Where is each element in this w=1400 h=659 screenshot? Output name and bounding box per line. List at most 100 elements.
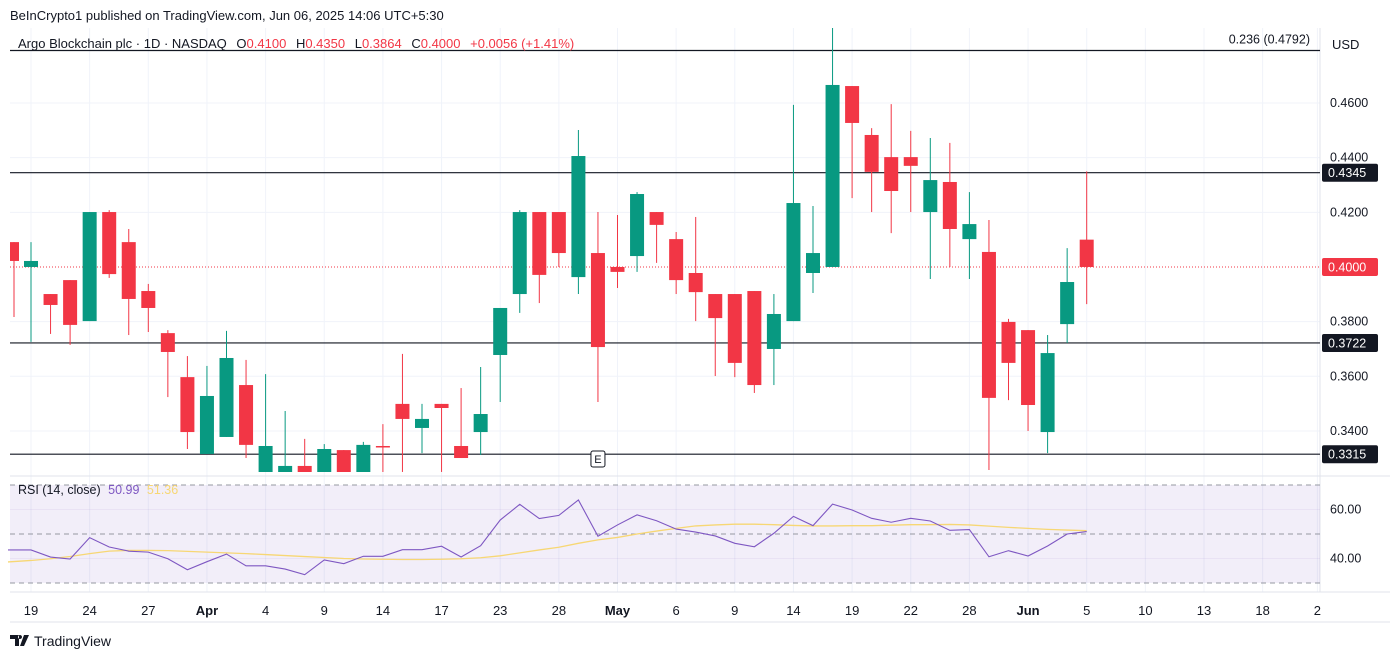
time-tick-label: 22 [904, 603, 918, 618]
time-tick-label: 6 [673, 603, 680, 618]
candle-body [317, 448, 332, 472]
candle-body [864, 134, 879, 172]
candle-body [1060, 282, 1075, 325]
candle-body [1079, 239, 1094, 267]
time-tick-label: 23 [493, 603, 507, 618]
candle-body [688, 272, 703, 293]
candle-body [942, 181, 957, 229]
earnings-marker-label: E [594, 454, 601, 466]
candle-body [199, 395, 214, 454]
candle-body [747, 291, 762, 386]
candle-body [395, 403, 410, 419]
candle-body [10, 242, 19, 261]
candle-body [766, 313, 781, 349]
candle-body [532, 212, 547, 275]
candle-body [649, 212, 664, 225]
candle-body [160, 333, 175, 352]
price-tick-label: 0.4200 [1330, 205, 1368, 219]
earnings-marker [590, 450, 606, 468]
time-tick-label: 14 [376, 603, 390, 618]
level-price-badge [1322, 333, 1378, 352]
candle-body [571, 156, 586, 278]
price-tick-label: 0.4600 [1330, 96, 1368, 110]
legend-line: Argo Blockchain plc · 1D · NASDAQ O0.410… [18, 36, 574, 51]
time-tick-label: 2 [1314, 603, 1321, 618]
candle-body [708, 294, 723, 319]
price-tick-label: 0.3600 [1330, 369, 1368, 383]
time-tick-label: May [605, 603, 631, 618]
candle-body [981, 251, 996, 398]
candle-body [375, 445, 390, 448]
candle-body [454, 445, 469, 459]
level-price-badge [1322, 445, 1378, 464]
tradingview-logo-icon [10, 635, 29, 646]
candle-body [297, 465, 312, 472]
level-price-label: 0.3722 [1328, 336, 1366, 350]
time-tick-label: 5 [1083, 603, 1090, 618]
time-tick-label: Apr [196, 603, 218, 618]
candle-body [590, 253, 605, 348]
rsi-pane [10, 484, 1320, 584]
time-tick-label: 9 [731, 603, 738, 618]
level-label: 0.236 (0.4792) [1229, 33, 1310, 47]
candle-body [845, 86, 860, 123]
rsi-tick-label: 40.00 [1330, 552, 1361, 566]
candle-body [610, 266, 625, 272]
level-price-badge [1322, 163, 1378, 182]
candles: E [10, 28, 1094, 472]
candle-body [1021, 330, 1036, 405]
candle-body [473, 414, 488, 433]
price-tick-label: 0.4400 [1330, 151, 1368, 165]
rsi-line [8, 499, 1087, 576]
candle-body [962, 224, 977, 240]
candle-body [669, 239, 684, 281]
candle-body [903, 157, 918, 166]
current-price-badge [1322, 257, 1378, 276]
candle-body [121, 242, 136, 299]
time-tick-label: 9 [321, 603, 328, 618]
axes: 0.4600 0.4400 0.4200 0.3800 0.3600 0.3400 60.0… [24, 96, 1378, 618]
time-tick-label: 10 [1138, 603, 1152, 618]
candle-body [102, 212, 117, 275]
candle-body [825, 84, 840, 267]
candle-body [630, 194, 645, 257]
rsi-band-fill [10, 485, 1320, 583]
candle-body [239, 385, 254, 445]
candle-body [434, 403, 449, 409]
candle-body [1040, 353, 1055, 433]
candle-body [63, 280, 78, 325]
candle-body [278, 465, 293, 472]
rsi-tick-label: 60.00 [1330, 503, 1361, 517]
symbol-name: Argo Blockchain plc · 1D · NASDAQ [18, 36, 227, 51]
candle-body [356, 444, 371, 472]
candle-body [258, 445, 273, 472]
tradingview-logo: TradingView [10, 633, 112, 649]
rsi-legend: RSI (14, close) 50.99 51.36 [18, 483, 178, 497]
time-tick-label: 17 [434, 603, 448, 618]
candle-body [806, 253, 820, 273]
candle-body [1001, 321, 1016, 363]
time-tick-label: 19 [845, 603, 859, 618]
candle-body [551, 212, 566, 254]
time-tick-label: Jun [1016, 603, 1039, 618]
candle-body [727, 294, 742, 363]
candle-body [43, 294, 58, 305]
candle-body [24, 260, 38, 267]
rsi-ma-line [7, 523, 1087, 563]
candle-body [512, 212, 527, 295]
candle-body [141, 291, 156, 308]
candle-body [923, 180, 938, 213]
time-tick-label: 27 [141, 603, 155, 618]
time-tick-label: 19 [24, 603, 38, 618]
published-text: BeInCrypto1 published on TradingView.com… [10, 8, 444, 23]
price-tick-label: 0.3400 [1330, 424, 1368, 438]
candle-body [336, 450, 351, 472]
fib-levels: 0.236 (0.4792) [10, 33, 1320, 455]
current-price-label: 0.4000 [1328, 260, 1366, 274]
candle-body [219, 357, 234, 437]
candle-body [82, 212, 97, 322]
candle-body [493, 307, 508, 355]
time-tick-label: 18 [1255, 603, 1269, 618]
time-tick-label: 24 [82, 603, 96, 618]
